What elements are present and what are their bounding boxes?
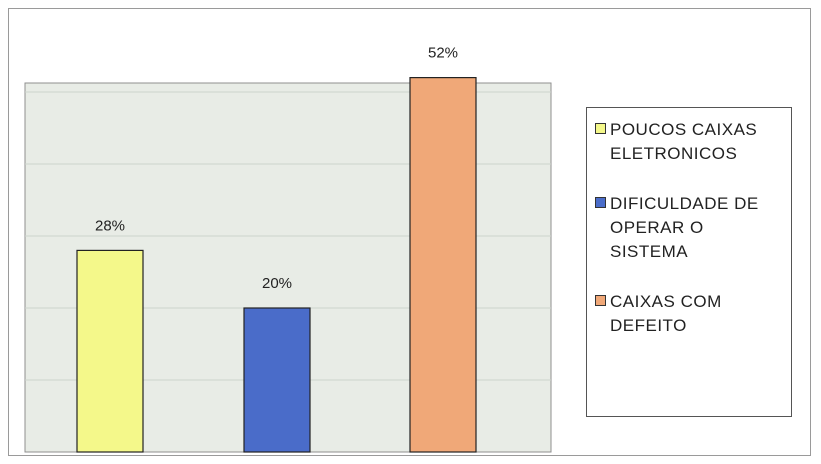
legend-label-1: DIFICULDADE DE OPERAR O SISTEMA — [610, 194, 759, 261]
bar-0 — [76, 249, 144, 453]
legend-label-0: POUCOS CAIXAS ELETRONICOS — [610, 120, 758, 163]
bar-2 — [409, 76, 477, 453]
data-label-2: 52% — [428, 45, 458, 62]
legend-swatch-1 — [595, 197, 606, 208]
legend-item-0: POUCOS CAIXAS ELETRONICOS — [595, 118, 785, 166]
legend: POUCOS CAIXAS ELETRONICOS DIFICULDADE DE… — [586, 107, 792, 417]
legend-swatch-0 — [595, 123, 606, 134]
legend-swatch-2 — [595, 295, 606, 306]
data-label-0: 28% — [95, 217, 125, 234]
chart-frame: 28% 20% 52% POUCOS CAIXAS ELETRONICOS DIFI… — [8, 8, 811, 456]
bar-1 — [243, 307, 311, 453]
legend-item-2: CAIXAS COM DEFEITO — [595, 290, 785, 338]
legend-label-2: CAIXAS COM DEFEITO — [610, 292, 722, 335]
plot-area: 28% 20% 52% — [24, 45, 552, 453]
legend-item-1: DIFICULDADE DE OPERAR O SISTEMA — [595, 192, 785, 264]
data-label-1: 20% — [262, 275, 292, 292]
